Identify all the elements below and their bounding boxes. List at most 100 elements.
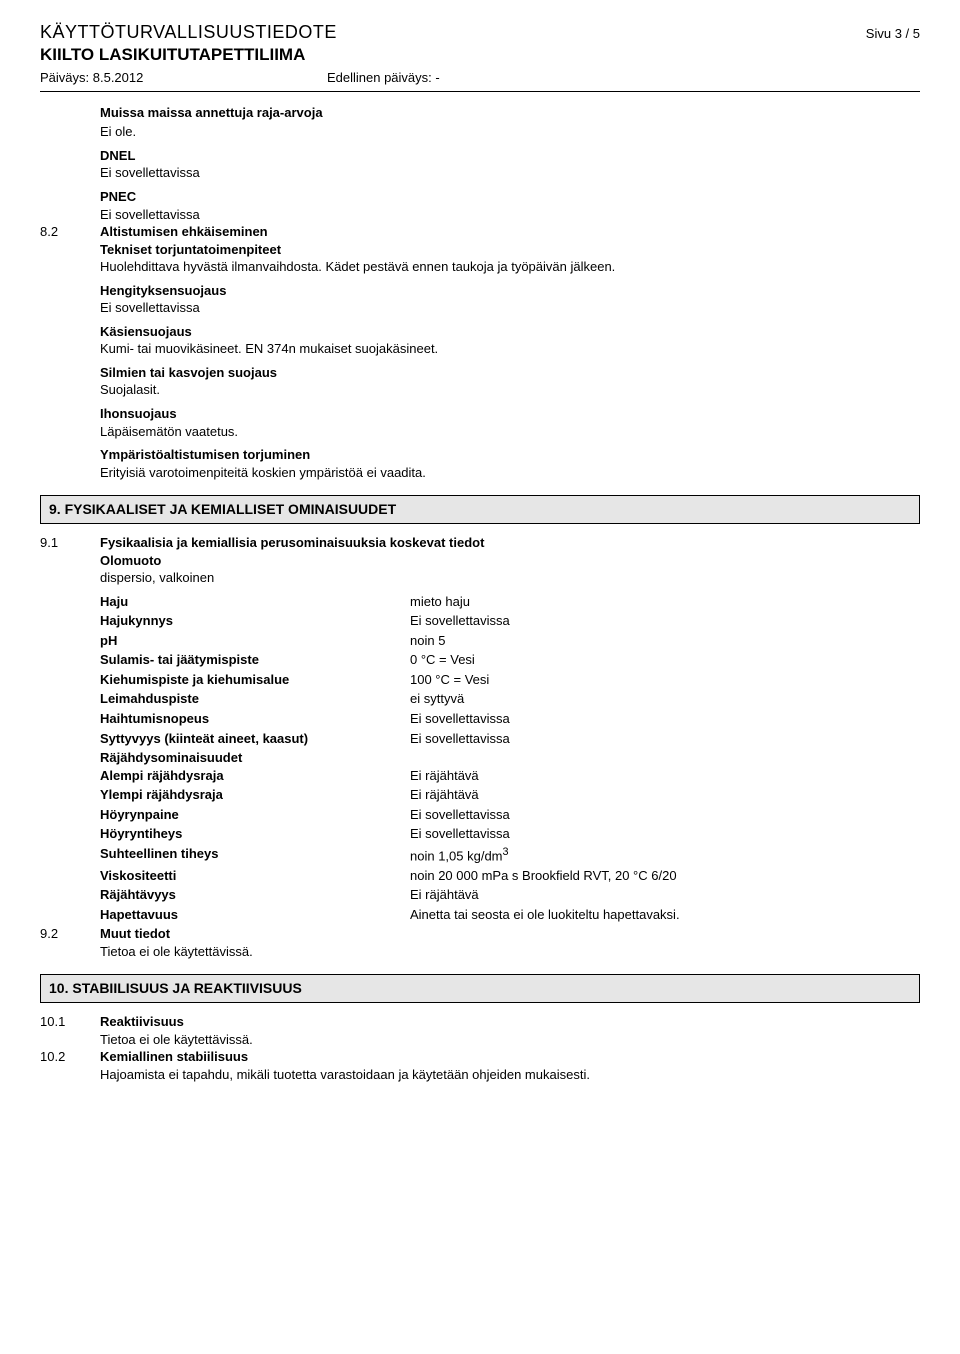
- chem-stability-value: Hajoamista ei tapahdu, mikäli tuotetta v…: [100, 1066, 920, 1084]
- reactivity-value: Tietoa ei ole käytettävissä.: [100, 1031, 920, 1049]
- eye-heading: Silmien tai kasvojen suojaus: [100, 364, 920, 382]
- section-number: 10.2: [40, 1048, 100, 1083]
- pnec-heading: PNEC: [100, 188, 920, 206]
- previous-date-label: Edellinen päiväys: -: [327, 69, 440, 87]
- property-row: Ylempi räjähdysrajaEi räjähtävä: [100, 786, 920, 804]
- property-key: Hajukynnys: [100, 612, 410, 630]
- property-key: Hapettavuus: [100, 906, 410, 924]
- s9-1-heading: Fysikaalisia ja kemiallisia perusominais…: [100, 534, 920, 552]
- property-key: Kiehumispiste ja kiehumisalue: [100, 671, 410, 689]
- property-value: 100 °C = Vesi: [410, 671, 920, 689]
- property-key: pH: [100, 632, 410, 650]
- property-value: mieto haju: [410, 593, 920, 611]
- property-key: Leimahduspiste: [100, 690, 410, 708]
- section-8-2-row: 8.2 Altistumisen ehkäiseminen Tekniset t…: [40, 223, 920, 481]
- state-heading: Olomuoto: [100, 552, 920, 570]
- state-value: dispersio, valkoinen: [100, 569, 920, 587]
- property-row: HapettavuusAinetta tai seosta ei ole luo…: [100, 906, 920, 924]
- property-value: noin 5: [410, 632, 920, 650]
- property-value: ei syttyvä: [410, 690, 920, 708]
- date-label: Päiväys: 8.5.2012: [40, 70, 143, 85]
- resp-heading: Hengityksensuojaus: [100, 282, 920, 300]
- property-key: Alempi räjähdysraja: [100, 767, 410, 785]
- date-row: Päiväys: 8.5.2012 Edellinen päiväys: -: [40, 69, 920, 87]
- property-key: Syttyvyys (kiinteät aineet, kaasut): [100, 730, 410, 748]
- property-value: Ainetta tai seosta ei ole luokiteltu hap…: [410, 906, 920, 924]
- other-limits-heading: Muissa maissa annettuja raja-arvoja: [100, 104, 920, 122]
- section-8-body: Muissa maissa annettuja raja-arvoja Ei o…: [40, 104, 920, 223]
- property-row: Suhteellinen tiheys noin 1,05 kg/dm3: [100, 845, 920, 865]
- property-value: Ei sovellettavissa: [410, 612, 920, 630]
- hand-heading: Käsiensuojaus: [100, 323, 920, 341]
- density-value-pre: noin 1,05 kg/dm: [410, 848, 503, 863]
- hand-value: Kumi- tai muovikäsineet. EN 374n mukaise…: [100, 340, 920, 358]
- property-value: Ei sovellettavissa: [410, 710, 920, 728]
- section-number: 9.1: [40, 534, 100, 925]
- property-row: HöyryntiheysEi sovellettavissa: [100, 825, 920, 843]
- property-key: Ylempi räjähdysraja: [100, 786, 410, 804]
- property-key: Haju: [100, 593, 410, 611]
- property-value: Ei sovellettavissa: [410, 806, 920, 824]
- property-value: 0 °C = Vesi: [410, 651, 920, 669]
- explosive-heading: Räjähdysominaisuudet: [100, 749, 920, 767]
- property-row: HaihtumisnopeusEi sovellettavissa: [100, 710, 920, 728]
- property-row: pHnoin 5: [100, 632, 920, 650]
- property-key: Räjähtävyys: [100, 886, 410, 904]
- section-number: 8.2: [40, 223, 100, 481]
- header-row: KÄYTTÖTURVALLISUUSTIEDOTE Sivu 3 / 5: [40, 20, 920, 44]
- property-row: Syttyvyys (kiinteät aineet, kaasut)Ei so…: [100, 730, 920, 748]
- property-row: HöyrynpaineEi sovellettavissa: [100, 806, 920, 824]
- property-value: noin 20 000 mPa s Brookfield RVT, 20 °C …: [410, 867, 920, 885]
- property-row: Leimahduspisteei syttyvä: [100, 690, 920, 708]
- skin-heading: Ihonsuojaus: [100, 405, 920, 423]
- section-9-2-row: 9.2 Muut tiedot Tietoa ei ole käytettävi…: [40, 925, 920, 960]
- section-10-2-row: 10.2 Kemiallinen stabiilisuus Hajoamista…: [40, 1048, 920, 1083]
- properties-table-2: Alempi räjähdysrajaEi räjähtäväYlempi rä…: [100, 767, 920, 843]
- reactivity-heading: Reaktiivisuus: [100, 1013, 920, 1031]
- property-row: Sulamis- tai jäätymispiste0 °C = Vesi: [100, 651, 920, 669]
- section-number: 10.1: [40, 1013, 100, 1048]
- section-9-header: 9. FYSIKAALISET JA KEMIALLISET OMINAISUU…: [40, 495, 920, 524]
- other-info-heading: Muut tiedot: [100, 925, 920, 943]
- properties-table-3: Viskositeettinoin 20 000 mPa s Brookfiel…: [100, 867, 920, 924]
- eye-value: Suojalasit.: [100, 381, 920, 399]
- section-10-1-row: 10.1 Reaktiivisuus Tietoa ei ole käytett…: [40, 1013, 920, 1048]
- chem-stability-heading: Kemiallinen stabiilisuus: [100, 1048, 920, 1066]
- dnel-heading: DNEL: [100, 147, 920, 165]
- tech-value: Huolehdittava hyvästä ilmanvaihdosta. Kä…: [100, 258, 920, 276]
- header-divider: [40, 91, 920, 92]
- property-key: Viskositeetti: [100, 867, 410, 885]
- property-key: Sulamis- tai jäätymispiste: [100, 651, 410, 669]
- resp-value: Ei sovellettavissa: [100, 299, 920, 317]
- section-10-header: 10. STABIILISUUS JA REAKTIIVISUUS: [40, 974, 920, 1003]
- property-value: Ei sovellettavissa: [410, 825, 920, 843]
- product-name: KIILTO LASIKUITUTAPETTILIIMA: [40, 44, 920, 67]
- property-value: Ei räjähtävä: [410, 786, 920, 804]
- property-row: HajukynnysEi sovellettavissa: [100, 612, 920, 630]
- property-value: Ei räjähtävä: [410, 767, 920, 785]
- property-value: Ei räjähtävä: [410, 886, 920, 904]
- section-9-1-row: 9.1 Fysikaalisia ja kemiallisia perusomi…: [40, 534, 920, 925]
- env-heading: Ympäristöaltistumisen torjuminen: [100, 446, 920, 464]
- property-key: Suhteellinen tiheys: [100, 845, 410, 865]
- dnel-value: Ei sovellettavissa: [100, 164, 920, 182]
- property-value: noin 1,05 kg/dm3: [410, 845, 920, 865]
- property-row: RäjähtävyysEi räjähtävä: [100, 886, 920, 904]
- property-row: Kiehumispiste ja kiehumisalue100 °C = Ve…: [100, 671, 920, 689]
- exposure-heading: Altistumisen ehkäiseminen: [100, 223, 920, 241]
- property-key: Höyryntiheys: [100, 825, 410, 843]
- tech-heading: Tekniset torjuntatoimenpiteet: [100, 241, 920, 259]
- property-value: Ei sovellettavissa: [410, 730, 920, 748]
- property-key: Haihtumisnopeus: [100, 710, 410, 728]
- property-row: Hajumieto haju: [100, 593, 920, 611]
- section-number: 9.2: [40, 925, 100, 960]
- property-row: Viskositeettinoin 20 000 mPa s Brookfiel…: [100, 867, 920, 885]
- density-value-sup: 3: [503, 846, 509, 858]
- other-info-value: Tietoa ei ole käytettävissä.: [100, 943, 920, 961]
- document-title: KÄYTTÖTURVALLISUUSTIEDOTE: [40, 20, 337, 44]
- property-row: Alempi räjähdysrajaEi räjähtävä: [100, 767, 920, 785]
- skin-value: Läpäisemätön vaatetus.: [100, 423, 920, 441]
- env-value: Erityisiä varotoimenpiteitä koskien ympä…: [100, 464, 920, 482]
- other-limits-value: Ei ole.: [100, 123, 920, 141]
- property-key: Höyrynpaine: [100, 806, 410, 824]
